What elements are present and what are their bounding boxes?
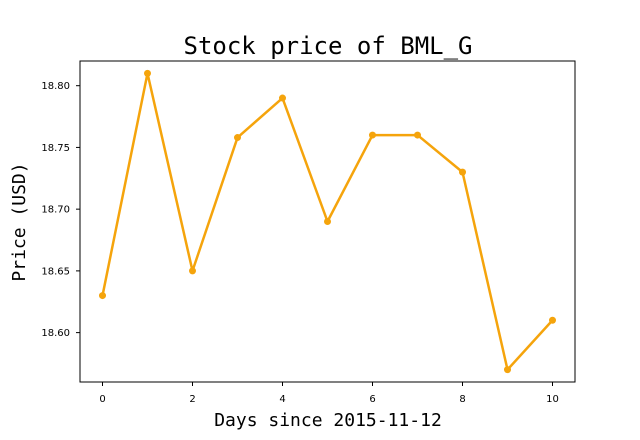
data-point [459,168,466,176]
x-tick-label: 2 [189,394,195,405]
x-tick-label: 10 [546,394,559,405]
y-tick-label: 18.60 [41,328,70,339]
data-point [549,316,556,324]
data-point [324,218,331,225]
data-point [414,131,421,139]
data-point [279,94,286,102]
y-tick-label: 18.65 [41,266,70,277]
x-tick-label: 6 [369,394,375,405]
data-point [189,267,196,275]
data-point [504,366,511,374]
data-point [144,69,151,77]
x-tick-label: 8 [459,394,465,405]
data-point [234,134,241,142]
y-axis: 18.60 18.65 18.70 18.75 18.80 [41,81,80,339]
data-point [369,131,376,139]
x-axis: 0 2 4 6 8 10 [99,382,559,405]
y-tick-label: 18.70 [41,205,70,216]
y-axis-label: Price (USD) [9,162,30,281]
x-axis-label: Days since 2015-11-12 [214,410,442,431]
plot-area [99,69,556,374]
x-tick-label: 4 [279,394,285,405]
y-tick-label: 18.75 [41,143,70,154]
chart-title: Stock price of BML_G [184,32,473,60]
y-tick-label: 18.80 [41,81,70,92]
plot-frame [79,60,576,383]
x-tick-label: 0 [99,394,105,405]
data-point [99,292,106,300]
